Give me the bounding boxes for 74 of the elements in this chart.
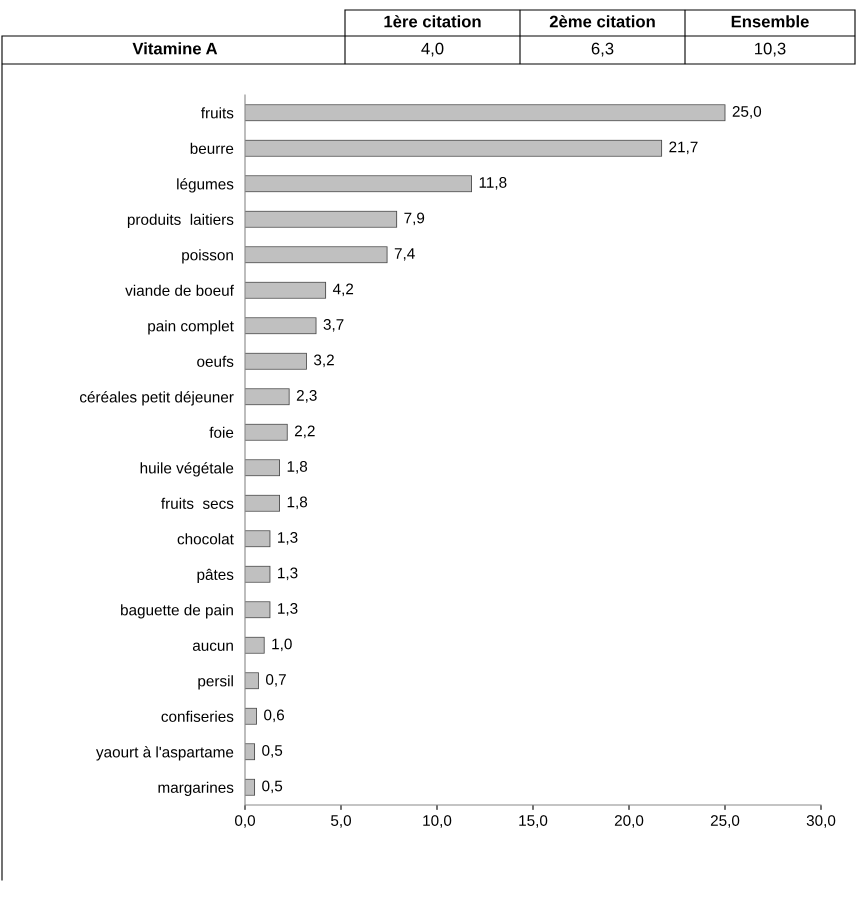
y-tick-label: beurre xyxy=(190,142,234,154)
data-label: 0,6 xyxy=(264,710,284,722)
bar xyxy=(245,566,270,583)
text: 10,3 xyxy=(755,42,786,56)
y-tick-label: fruits xyxy=(201,107,234,118)
bar xyxy=(245,140,662,157)
y-tick-label: confiseries xyxy=(162,710,234,722)
bar xyxy=(245,388,290,406)
data-label: 1,3 xyxy=(278,603,298,616)
y-tick-label: pâtes xyxy=(198,568,234,583)
y-tick-label: yaourt à l'aspartame xyxy=(96,746,234,761)
text: 2ème citation xyxy=(550,15,655,28)
y-tick-label: céréales petit déjeuner xyxy=(80,391,234,406)
bar xyxy=(245,778,256,796)
data-label: 0,5 xyxy=(262,780,282,794)
data-label: 1,8 xyxy=(288,461,308,474)
x-tick-label: 30,0 xyxy=(806,815,836,828)
y-tick-label: légumes xyxy=(177,178,234,193)
bar xyxy=(245,317,316,334)
bar xyxy=(245,494,280,512)
text: 6,3 xyxy=(592,42,614,56)
bar xyxy=(245,282,326,299)
data-label: 1,0 xyxy=(272,638,292,652)
data-label: 1,8 xyxy=(288,496,308,510)
y-tick-label: viande de boeuf xyxy=(125,284,234,296)
bar xyxy=(245,708,257,725)
y-tick-label: foie xyxy=(209,426,234,438)
text: 1ère citation xyxy=(384,15,481,28)
data-label: 1,3 xyxy=(278,532,298,545)
bar xyxy=(245,424,288,441)
data-label: 3,2 xyxy=(314,354,334,368)
y-tick-label: poisson xyxy=(182,249,233,264)
x-tick-label: 10,0 xyxy=(423,815,452,828)
x-tick-label: 25,0 xyxy=(710,815,740,828)
x-tick-label: 0,0 xyxy=(234,815,256,828)
text: Vitamine A xyxy=(132,42,218,54)
bar xyxy=(245,530,270,548)
x-tick-label: 5,0 xyxy=(330,815,352,828)
data-label: 4,2 xyxy=(332,284,354,296)
data-label: 3,7 xyxy=(324,319,344,332)
data-label: 7,9 xyxy=(404,212,424,226)
data-label: 21,7 xyxy=(669,142,698,154)
y-tick-label: chocolat xyxy=(178,533,234,544)
text: Ensemble xyxy=(732,15,809,28)
y-tick-label: oeufs xyxy=(197,356,234,367)
data-label: 7,4 xyxy=(394,248,415,261)
y-tick-label: baguette de pain xyxy=(121,604,233,618)
y-tick-label: pain complet xyxy=(148,320,234,334)
data-label: 25,0 xyxy=(732,106,762,119)
bar xyxy=(245,636,265,654)
bar xyxy=(245,210,398,228)
bar xyxy=(245,743,256,760)
y-tick-label: produits laitiers xyxy=(128,214,234,228)
bar xyxy=(245,352,307,370)
y-tick-label: margarines xyxy=(158,782,234,796)
bar xyxy=(245,104,726,122)
data-label: 11,8 xyxy=(480,177,506,190)
data-label: 1,3 xyxy=(278,568,298,580)
bar xyxy=(245,601,270,618)
x-tick-label: 20,0 xyxy=(614,815,644,828)
data-label: 0,5 xyxy=(262,745,282,758)
y-tick-label: huile végétale xyxy=(140,462,234,477)
y-tick-label: fruits secs xyxy=(161,498,234,509)
data-label: 0,7 xyxy=(266,674,286,687)
y-tick-label: persil xyxy=(198,675,233,690)
bar xyxy=(245,459,280,476)
bar xyxy=(245,175,472,192)
data-label: 2,2 xyxy=(294,426,315,438)
data-label: 2,3 xyxy=(296,390,317,403)
text: 4,0 xyxy=(421,42,444,56)
bar xyxy=(245,246,388,264)
x-tick-label: 15,0 xyxy=(519,815,548,828)
y-tick-label: aucun xyxy=(192,642,233,651)
bar xyxy=(245,672,259,690)
